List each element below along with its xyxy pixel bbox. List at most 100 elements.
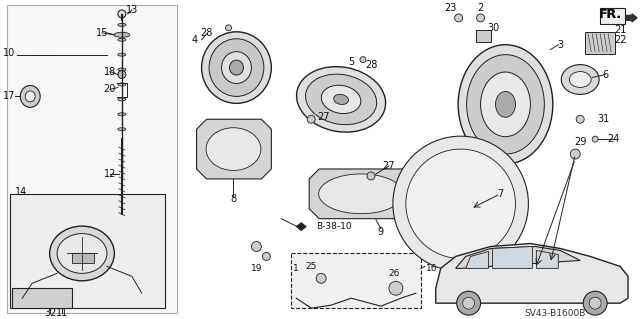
Circle shape [316, 273, 326, 283]
Polygon shape [309, 169, 413, 219]
Polygon shape [436, 243, 628, 303]
Ellipse shape [50, 226, 115, 281]
Text: 27: 27 [383, 161, 395, 171]
Bar [291, 254, 420, 308]
Ellipse shape [296, 67, 385, 132]
Polygon shape [456, 247, 580, 268]
Text: 6: 6 [602, 70, 608, 79]
Ellipse shape [569, 71, 591, 87]
Ellipse shape [206, 128, 261, 170]
Ellipse shape [118, 113, 126, 116]
Text: 11: 11 [56, 308, 68, 318]
Text: 23: 23 [445, 3, 457, 13]
Ellipse shape [305, 74, 377, 125]
Ellipse shape [114, 32, 130, 37]
Ellipse shape [57, 234, 107, 273]
Text: B-38-10: B-38-10 [316, 222, 352, 231]
Text: 31: 31 [597, 114, 609, 124]
Bar [600, 8, 625, 24]
Ellipse shape [25, 91, 35, 102]
Circle shape [583, 291, 607, 315]
Text: 12: 12 [104, 169, 116, 179]
Bar [10, 194, 164, 308]
Circle shape [454, 14, 463, 22]
Circle shape [477, 14, 484, 22]
Ellipse shape [118, 23, 126, 26]
Circle shape [463, 297, 475, 309]
Bar [585, 32, 615, 54]
Text: FR.: FR. [598, 8, 621, 21]
Bar [476, 30, 490, 42]
Text: 8: 8 [230, 194, 237, 204]
Text: 29: 29 [574, 137, 586, 147]
Ellipse shape [230, 60, 243, 75]
Polygon shape [493, 247, 532, 268]
Text: 7: 7 [497, 189, 504, 199]
Ellipse shape [561, 65, 599, 94]
Ellipse shape [319, 174, 403, 214]
Ellipse shape [118, 38, 126, 41]
Circle shape [118, 70, 126, 78]
Text: 28: 28 [200, 28, 212, 38]
Text: 17: 17 [3, 92, 15, 101]
Text: 16: 16 [426, 264, 437, 273]
Text: SV43-B1600B: SV43-B1600B [525, 308, 586, 318]
Circle shape [570, 149, 580, 159]
Text: 13: 13 [125, 5, 138, 15]
Bar [72, 254, 94, 263]
Ellipse shape [118, 98, 126, 101]
Text: 14: 14 [15, 187, 28, 197]
Polygon shape [296, 223, 306, 231]
Circle shape [360, 57, 366, 63]
Polygon shape [196, 119, 271, 179]
Ellipse shape [209, 39, 264, 96]
Ellipse shape [118, 53, 126, 56]
Bar [7, 5, 177, 313]
Ellipse shape [458, 45, 553, 164]
Circle shape [118, 10, 126, 18]
Ellipse shape [118, 68, 126, 71]
Text: 25: 25 [305, 262, 317, 271]
Text: 30: 30 [488, 23, 500, 33]
Circle shape [589, 297, 601, 309]
Text: 10: 10 [3, 48, 15, 58]
Text: 22: 22 [614, 35, 627, 45]
Text: 5: 5 [348, 57, 354, 67]
Circle shape [592, 136, 598, 142]
Text: 3: 3 [557, 40, 563, 50]
Circle shape [252, 241, 261, 251]
Ellipse shape [333, 94, 349, 104]
Circle shape [389, 281, 403, 295]
Bar [12, 288, 72, 308]
Text: 4: 4 [191, 35, 198, 45]
Text: 2: 2 [477, 3, 484, 13]
Ellipse shape [221, 52, 252, 84]
Text: FR.: FR. [598, 8, 621, 21]
Ellipse shape [495, 92, 515, 117]
Polygon shape [466, 251, 488, 268]
Text: 28: 28 [365, 60, 377, 70]
Text: 21: 21 [614, 25, 627, 35]
Text: 32: 32 [44, 308, 56, 318]
Polygon shape [536, 250, 558, 268]
Circle shape [393, 136, 529, 271]
Circle shape [367, 172, 375, 180]
Text: 18: 18 [104, 67, 116, 77]
Circle shape [406, 149, 515, 258]
Text: 20: 20 [104, 85, 116, 94]
Ellipse shape [481, 72, 531, 137]
FancyArrow shape [620, 14, 637, 22]
Text: 15: 15 [96, 28, 108, 38]
Text: 19: 19 [251, 264, 262, 273]
Circle shape [225, 25, 232, 31]
Circle shape [576, 115, 584, 123]
Text: 26: 26 [388, 269, 399, 278]
Text: 24: 24 [607, 134, 620, 144]
Ellipse shape [202, 32, 271, 103]
Text: 9: 9 [378, 226, 384, 237]
Circle shape [262, 252, 270, 260]
Ellipse shape [118, 128, 126, 131]
Text: 1: 1 [293, 264, 299, 273]
Circle shape [307, 115, 315, 123]
Ellipse shape [118, 83, 126, 86]
